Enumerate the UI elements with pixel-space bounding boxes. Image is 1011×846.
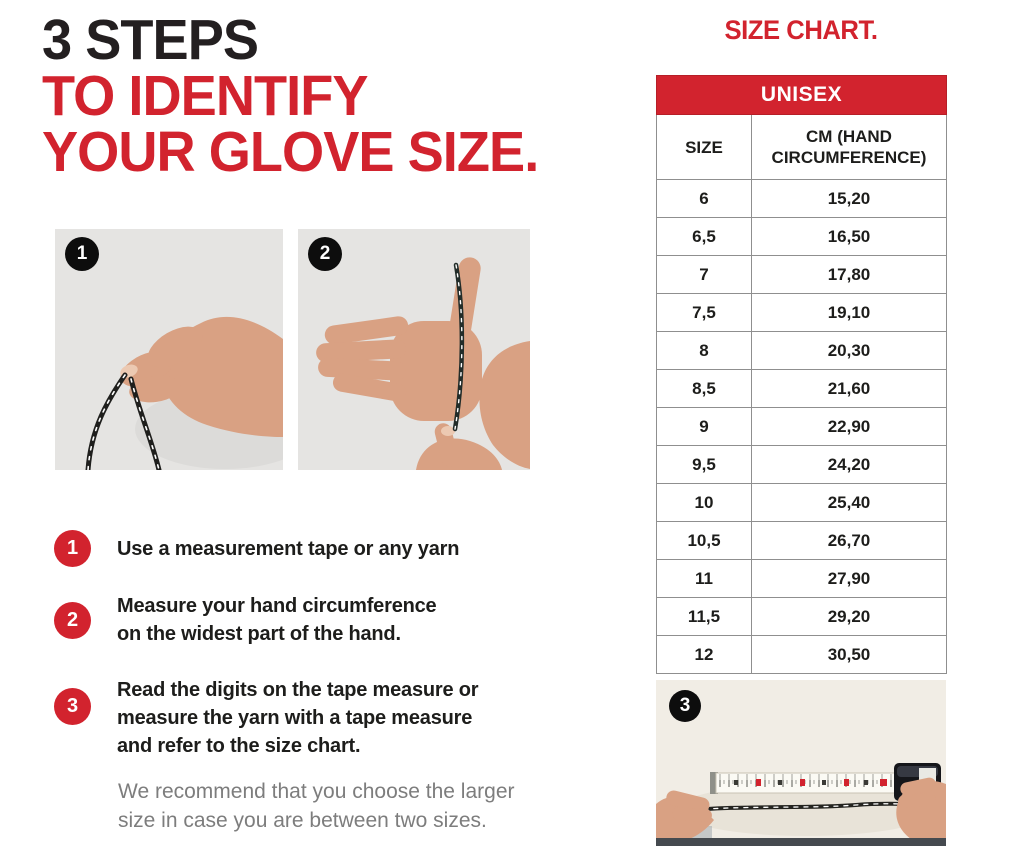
column-header-cm: CM (HAND CIRCUMFERENCE): [751, 114, 947, 180]
table-group-header-row: UNISEX: [656, 75, 947, 115]
size-cell: 12: [656, 635, 752, 674]
table-row: 10,5 26,70: [656, 521, 947, 560]
size-cell: 9,5: [656, 445, 752, 484]
size-cell: 8,5: [656, 369, 752, 408]
size-cell: 7: [656, 255, 752, 294]
size-cell: 11: [656, 559, 752, 598]
palm-wrap-illustration: [298, 229, 530, 470]
title-line-black: 3 STEPS: [42, 8, 259, 72]
cm-cell: 27,90: [751, 559, 947, 598]
cm-cell: 19,10: [751, 293, 947, 332]
tape-red-numbers: [756, 779, 887, 786]
table-row: 11 27,90: [656, 559, 947, 598]
table-row: 9 22,90: [656, 407, 947, 446]
step-text: Use a measurement tape or any yarn: [117, 537, 460, 560]
size-cell: 6,5: [656, 217, 752, 256]
table-row: 11,5 29,20: [656, 597, 947, 636]
left-hand: [656, 790, 714, 846]
step-item-2: 2 Measure your hand circumference on the…: [54, 592, 437, 648]
photo-step-number-badge: 2: [308, 237, 342, 271]
table-row: 8 20,30: [656, 331, 947, 370]
photo-step3-tape-measure: 3: [656, 680, 946, 846]
step-item-1: 1 Use a measurement tape or any yarn: [54, 530, 459, 567]
step-text: Read the digits on the tape measure or m…: [117, 679, 479, 757]
table-row: 9,5 24,20: [656, 445, 947, 484]
cm-cell: 20,30: [751, 331, 947, 370]
cm-cell: 21,60: [751, 369, 947, 408]
cm-cell: 22,90: [751, 407, 947, 446]
yarn-illustration: [85, 372, 162, 470]
size-chart-heading: SIZE CHART.: [724, 15, 878, 45]
table-row: 10 25,40: [656, 483, 947, 522]
table-column-header-row: SIZE CM (HAND CIRCUMFERENCE): [656, 114, 947, 180]
table-row: 7,5 19,10: [656, 293, 947, 332]
step-number-badge: 1: [54, 530, 91, 567]
size-cell: 6: [656, 179, 752, 218]
tape-black-numbers: [734, 780, 868, 785]
size-cell: 11,5: [656, 597, 752, 636]
step-number-badge: 3: [54, 688, 91, 725]
title-line-red-1: TO IDENTIFY: [42, 64, 368, 128]
right-hand: [896, 777, 946, 846]
size-cell: 7,5: [656, 293, 752, 332]
cm-cell: 16,50: [751, 217, 947, 256]
yarn-illustration: [682, 801, 910, 813]
step-item-3: 3 Read the digits on the tape measure or…: [54, 676, 479, 760]
photo-step-number-badge: 3: [669, 690, 701, 722]
table-row: 6 15,20: [656, 179, 947, 218]
table-row: 7 17,80: [656, 255, 947, 294]
photo-step1-yarn-loop: 1: [55, 229, 283, 470]
table-row: 8,5 21,60: [656, 369, 947, 408]
cm-cell: 25,40: [751, 483, 947, 522]
cm-cell: 29,20: [751, 597, 947, 636]
size-recommendation-note: We recommend that you choose the larger …: [118, 780, 515, 832]
table-row: 12 30,50: [656, 635, 947, 674]
cm-cell: 24,20: [751, 445, 947, 484]
column-header-size: SIZE: [656, 114, 752, 180]
size-chart-table: UNISEX SIZE CM (HAND CIRCUMFERENCE) 6 15,…: [656, 75, 947, 674]
step-text: Measure your hand circumference on the w…: [117, 595, 437, 645]
step-number-badge: 2: [54, 601, 91, 639]
table-row: 6,5 16,50: [656, 217, 947, 256]
fingernail: [441, 426, 455, 436]
photo-step2-hand-wrap: 2: [298, 229, 530, 470]
cm-cell: 17,80: [751, 255, 947, 294]
unisex-header-cell: UNISEX: [656, 75, 947, 115]
cm-cell: 15,20: [751, 179, 947, 218]
size-cell: 9: [656, 407, 752, 446]
yarn-loop-illustration: [55, 229, 283, 470]
table-edge-strip: [656, 838, 946, 846]
page-title: 3 STEPS TO IDENTIFY YOUR GLOVE SIZE.: [42, 8, 539, 184]
hand-illustration: [120, 316, 283, 437]
title-line-red-2: YOUR GLOVE SIZE.: [42, 120, 539, 184]
size-cell: 10: [656, 483, 752, 522]
tape-measure-illustration: [656, 680, 946, 846]
cm-cell: 26,70: [751, 521, 947, 560]
size-cell: 8: [656, 331, 752, 370]
photo-step-number-badge: 1: [65, 237, 99, 271]
yarn-illustration: [452, 262, 465, 432]
cm-cell: 30,50: [751, 635, 947, 674]
size-cell: 10,5: [656, 521, 752, 560]
